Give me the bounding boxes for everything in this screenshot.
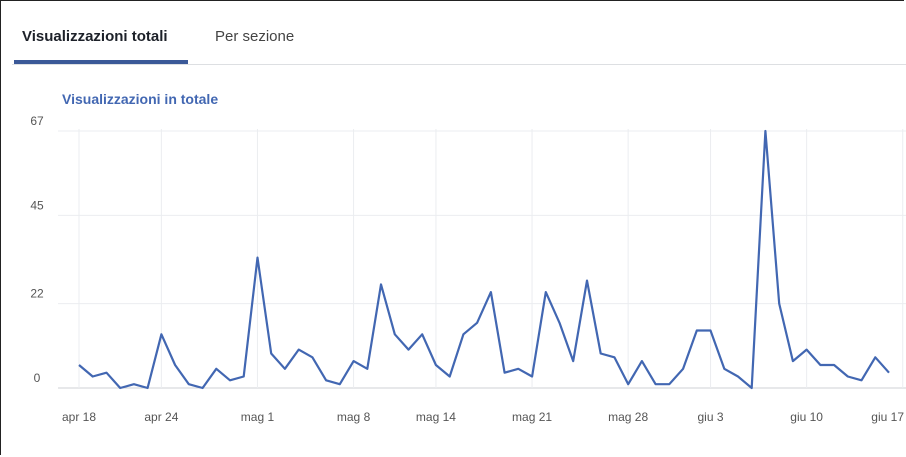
x-tick-label: giu 17 (871, 410, 904, 424)
data-point[interactable] (557, 320, 563, 326)
data-point[interactable] (323, 377, 329, 383)
data-point[interactable] (680, 366, 686, 372)
data-point[interactable] (131, 381, 137, 387)
active-tab-indicator (14, 60, 188, 64)
data-point[interactable] (337, 381, 343, 387)
data-point[interactable] (488, 289, 494, 295)
data-point[interactable] (625, 381, 631, 387)
data-point[interactable] (364, 366, 370, 372)
data-point[interactable] (708, 327, 714, 333)
data-point[interactable] (776, 301, 782, 307)
data-point[interactable] (639, 358, 645, 364)
data-point[interactable] (351, 358, 357, 364)
data-point[interactable] (200, 385, 206, 391)
data-point[interactable] (172, 362, 178, 368)
data-point[interactable] (502, 370, 508, 376)
data-point[interactable] (762, 128, 768, 134)
tab-visualizzazioni-totali[interactable]: Visualizzazioni totali (22, 28, 168, 45)
data-point[interactable] (309, 354, 315, 360)
data-point[interactable] (804, 347, 810, 353)
data-point[interactable] (831, 362, 837, 368)
data-point[interactable] (749, 385, 755, 391)
data-point[interactable] (872, 354, 878, 360)
data-point[interactable] (570, 358, 576, 364)
y-tick-label: 0 (34, 371, 41, 385)
data-point[interactable] (268, 350, 274, 356)
data-point[interactable] (241, 373, 247, 379)
series-line (78, 129, 890, 390)
data-point[interactable] (117, 385, 123, 391)
data-point[interactable] (598, 350, 604, 356)
y-tick-label: 45 (30, 198, 44, 212)
data-point[interactable] (392, 331, 398, 337)
data-point[interactable] (474, 320, 480, 326)
data-point[interactable] (515, 366, 521, 372)
data-point[interactable] (666, 381, 672, 387)
data-point[interactable] (447, 373, 453, 379)
data-point[interactable] (694, 327, 700, 333)
data-point[interactable] (405, 347, 411, 353)
tab-per-sezione[interactable]: Per sezione (215, 28, 295, 45)
data-point[interactable] (213, 366, 219, 372)
data-point[interactable] (90, 373, 96, 379)
y-tick-label: 22 (30, 287, 44, 301)
data-point[interactable] (817, 362, 823, 368)
data-point[interactable] (227, 377, 233, 383)
x-tick-label: mag 28 (608, 410, 648, 424)
data-point[interactable] (611, 354, 617, 360)
x-tick-label: apr 18 (62, 410, 96, 424)
x-tick-label: mag 14 (416, 410, 456, 424)
data-point[interactable] (296, 347, 302, 353)
data-point[interactable] (721, 366, 727, 372)
x-tick-label: giu 3 (698, 410, 724, 424)
data-point[interactable] (460, 331, 466, 337)
data-point[interactable] (886, 370, 892, 376)
chart-title: Visualizzazioni in totale (62, 91, 219, 107)
data-point[interactable] (145, 385, 151, 391)
data-point[interactable] (419, 331, 425, 337)
data-point[interactable] (653, 381, 659, 387)
x-tick-label: apr 24 (144, 410, 178, 424)
data-point[interactable] (378, 281, 384, 287)
x-tick-label: mag 21 (512, 410, 552, 424)
data-point[interactable] (158, 331, 164, 337)
data-point[interactable] (282, 366, 288, 372)
data-point[interactable] (735, 373, 741, 379)
data-point[interactable] (859, 377, 865, 383)
data-point[interactable] (186, 381, 192, 387)
x-tick-label: mag 8 (337, 410, 371, 424)
data-point[interactable] (254, 255, 260, 261)
x-tick-label: mag 1 (241, 410, 275, 424)
y-tick-label: 67 (30, 114, 44, 128)
x-tick-label: giu 10 (790, 410, 823, 424)
data-point[interactable] (790, 358, 796, 364)
data-point[interactable] (433, 362, 439, 368)
data-point[interactable] (584, 278, 590, 284)
data-point[interactable] (543, 289, 549, 295)
tab-bar: Visualizzazioni totali Per sezione (12, 14, 906, 65)
data-point[interactable] (845, 373, 851, 379)
data-point[interactable] (529, 373, 535, 379)
data-point[interactable] (76, 362, 82, 368)
data-point[interactable] (103, 370, 109, 376)
